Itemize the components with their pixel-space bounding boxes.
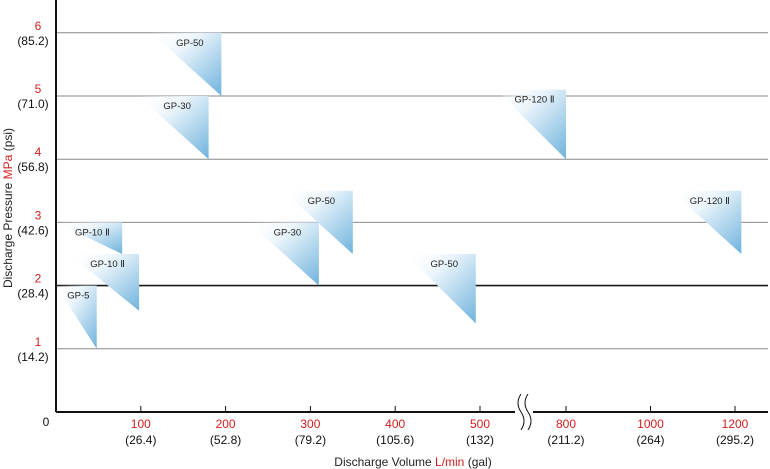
area-0 <box>56 285 97 349</box>
grid-lines <box>56 32 768 350</box>
area-6 <box>405 254 476 324</box>
area-2 <box>69 254 140 311</box>
area-9 <box>671 190 742 254</box>
x-tick-label-800: 800 <box>556 417 576 431</box>
y-axis-title-prefix: Discharge Pressure <box>1 179 15 288</box>
origin-label: 0 <box>43 415 50 429</box>
area-8 <box>496 89 566 160</box>
x-tick-label-500: 500 <box>470 417 490 431</box>
area-1 <box>56 222 123 254</box>
area-label-7: GP-50 <box>176 38 203 49</box>
y-tick-label-3: 3 <box>35 208 42 222</box>
area-label-3: GP-30 <box>274 227 301 238</box>
y-axis-title: Discharge Pressure MPa (psi) <box>1 128 15 288</box>
x-tick-sub-800: (211.2) <box>547 433 584 447</box>
area-label-4: GP-30 <box>163 101 190 112</box>
tick-labels: 100 (26.4) 200 (52.8) 300 (79.2) 400 (105.6) 500… <box>1 19 754 469</box>
x-tick-sub-400: (105.6) <box>376 433 414 447</box>
area-7 <box>151 32 222 96</box>
area-4 <box>138 96 209 160</box>
area-label-9: GP-120 Ⅱ <box>690 196 730 207</box>
y-tick-sub-4: (56.8) <box>17 160 48 174</box>
x-tick-sub-500: (132) <box>466 433 494 447</box>
area-label-5: GP-50 <box>308 196 335 207</box>
x-axis-title-prefix: Discharge Volume <box>334 455 435 469</box>
y-axis-title-unit: MPa <box>1 154 15 179</box>
axis-break-gap <box>515 392 533 422</box>
area-label-1: GP-10 Ⅱ <box>75 227 110 238</box>
area-label-0: GP-5 <box>67 291 89 302</box>
y-tick-sub-1: (14.2) <box>17 350 48 364</box>
area-label-6: GP-50 <box>431 259 458 270</box>
x-tick-label-100: 100 <box>131 417 151 431</box>
x-tick-label-1000: 1000 <box>637 417 664 431</box>
x-tick-sub-1000: (264) <box>636 433 664 447</box>
y-tick-label-1: 1 <box>35 335 42 349</box>
y-tick-label-6: 6 <box>35 19 42 33</box>
y-tick-sub-5: (71.0) <box>17 97 48 111</box>
y-tick-sub-3: (42.6) <box>17 223 48 237</box>
x-tick-label-300: 300 <box>300 417 320 431</box>
x-axis-title: Discharge Volume L/min (gal) <box>334 455 491 469</box>
axis-break-mark-b <box>524 393 532 431</box>
axes <box>55 0 768 431</box>
area-5 <box>282 190 353 254</box>
area-3 <box>248 222 319 286</box>
x-tick-sub-100: (26.4) <box>125 433 156 447</box>
x-axis-title-unit: L/min <box>435 455 464 469</box>
x-tick-sub-200: (52.8) <box>210 433 241 447</box>
x-tick-label-1200: 1200 <box>722 417 749 431</box>
area-label-2: GP-10 Ⅱ <box>90 259 125 270</box>
area-label-8: GP-120 Ⅱ <box>514 95 554 106</box>
x-tick-sub-1200: (295.2) <box>716 433 754 447</box>
y-tick-label-4: 4 <box>35 145 42 159</box>
y-tick-label-5: 5 <box>35 82 42 96</box>
x-tick-label-400: 400 <box>385 417 405 431</box>
y-tick-sub-6: (85.2) <box>17 34 48 48</box>
axis-break-mark-a <box>517 393 525 431</box>
y-tick-label-2: 2 <box>35 272 42 286</box>
x-tick-sub-300: (79.2) <box>295 433 326 447</box>
pump-areas: GP-5 GP-10 Ⅱ GP-10 Ⅱ GP-30 GP-30 GP-50 GP-50 GP… <box>56 32 742 349</box>
y-axis-title-suffix: (psi) <box>1 128 15 155</box>
x-axis-title-suffix: (gal) <box>464 455 491 469</box>
y-tick-sub-2: (28.4) <box>17 287 48 301</box>
x-tick-label-200: 200 <box>216 417 236 431</box>
